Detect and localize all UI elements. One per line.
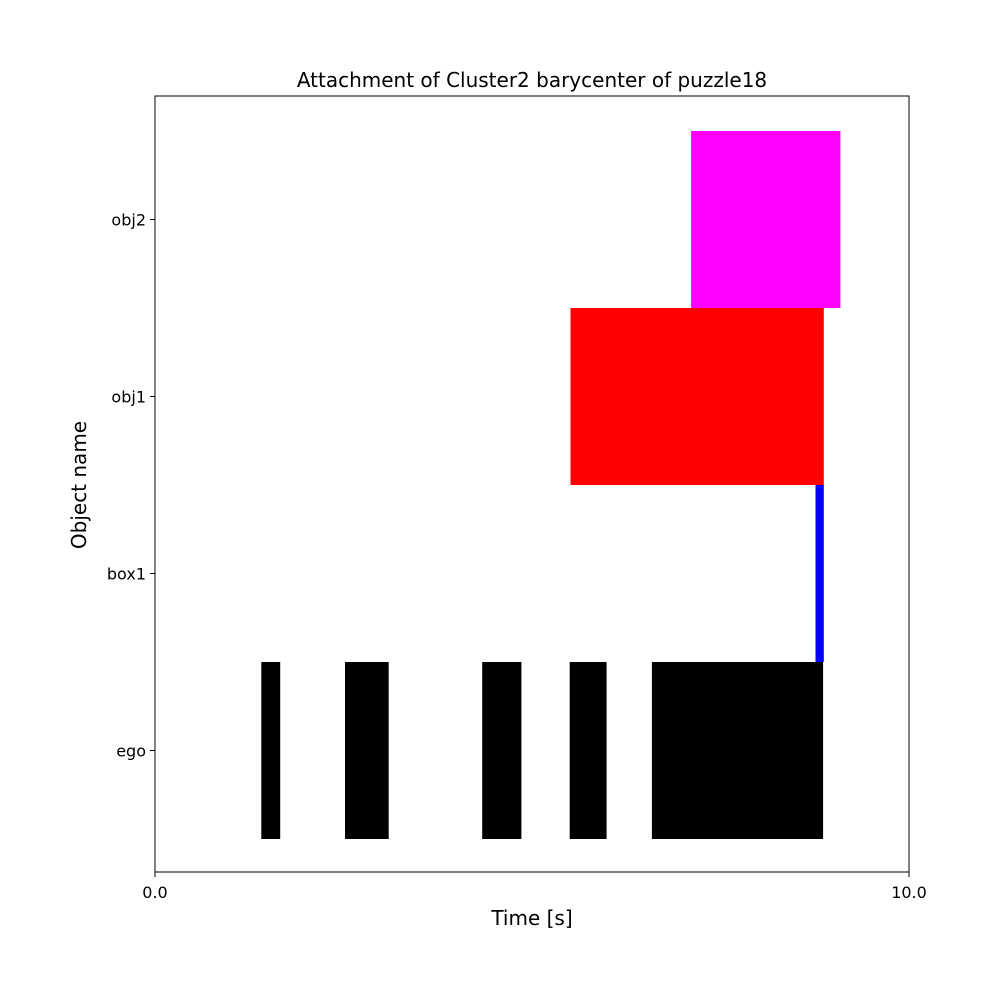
bar-ego-4 [651,662,824,839]
bar-ego-0 [261,662,281,839]
x-tick-label-0: 0.0 [142,883,167,902]
plot-frame [154,95,910,873]
y-axis: ego box1 obj1 obj2 [107,211,155,761]
bar-ego-2 [482,662,522,839]
x-tick-label-1: 10.0 [891,883,927,902]
bar-ego-3 [569,662,607,839]
y-tick-label-obj2: obj2 [111,211,146,230]
bars-layer [261,131,841,839]
y-tick-label-box1: box1 [107,565,146,584]
y-tick-label-obj1: obj1 [111,388,146,407]
x-axis: 0.0 10.0 [142,872,927,902]
bar-obj1-0 [570,308,824,485]
bar-box1-0 [815,485,824,662]
bar-ego-1 [345,662,389,839]
y-tick-label-ego: ego [116,742,146,761]
chart-title: Attachment of Cluster2 barycenter of puz… [297,68,767,92]
x-axis-label: Time [s] [490,906,572,930]
bar-obj2-0 [691,131,841,308]
y-axis-label: Object name [67,421,91,549]
